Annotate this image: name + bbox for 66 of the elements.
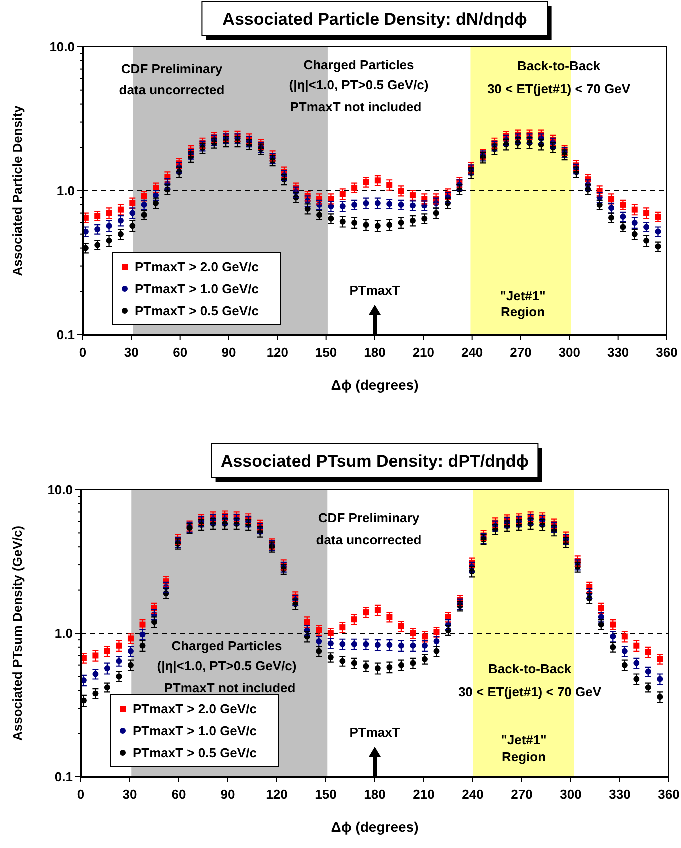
x-tick-label: 300: [558, 345, 581, 360]
annotation: data uncorrected: [119, 82, 225, 98]
legend-label: PTmaxT > 1.0 GeV/c: [133, 724, 257, 739]
x-tick-label: 180: [364, 345, 386, 360]
annotation: Charged Particles: [304, 58, 414, 73]
y-tick-label: 1.0: [56, 184, 75, 199]
x-tick-label: 150: [315, 345, 338, 360]
annotation: CDF Preliminary: [318, 510, 420, 526]
y-axis-title: Associated Particle Density: [10, 104, 25, 276]
annotation: Back-to-Back: [517, 58, 602, 74]
y-tick-label: 10.0: [48, 482, 73, 498]
y-tick-label: 0.1: [56, 328, 75, 343]
x-tick-label: 60: [173, 345, 188, 360]
legend-label: PTmaxT > 0.5 GeV/c: [135, 304, 259, 319]
point: [409, 200, 417, 212]
annotation: 30 < ET(jet#1) < 70 GeV: [487, 82, 631, 97]
x-tick-label: 150: [315, 787, 337, 802]
x-tick-label: 0: [77, 787, 85, 802]
x-tick-label: 240: [461, 345, 484, 360]
legend-label: PTmaxT > 1.0 GeV/c: [135, 282, 259, 297]
x-tick-label: 360: [656, 345, 678, 360]
x-tick-label: 180: [364, 787, 386, 802]
annotation: Back-to-Back: [488, 662, 572, 677]
x-tick-label: 270: [510, 345, 532, 360]
annotation: PTmaxT not included: [164, 680, 296, 696]
point: [608, 212, 616, 224]
x-tick-label: 360: [658, 787, 680, 802]
annotation: data uncorrected: [316, 532, 422, 548]
annotation: PTmaxT not included: [290, 100, 422, 115]
legend-label: PTmaxT > 2.0 GeV/c: [135, 260, 259, 275]
legend-label: PTmaxT > 0.5 GeV/c: [133, 746, 257, 761]
annotation: (|η|<1.0, PT>0.5 GeV/c): [289, 78, 429, 93]
ref-line-label: PTmaxT: [350, 725, 400, 740]
x-tick-label: 90: [220, 787, 236, 802]
annotation: 30 < ET(jet#1) < 70 GeV: [458, 684, 602, 700]
annotation: Charged Particles: [172, 638, 282, 654]
x-tick-label: 60: [172, 787, 186, 802]
x-tick-label: 210: [412, 345, 435, 360]
x-tick-label: 270: [511, 787, 533, 802]
ref-line-label: PTmaxT: [350, 283, 400, 298]
y-axis-title: Associated PTsum Density (GeV/c): [10, 526, 25, 742]
y-tick-label: 0.1: [54, 770, 73, 785]
annotation: Region: [502, 750, 546, 765]
annotation: (|η|<1.0, PT>0.5 GeV/c): [157, 658, 297, 674]
y-tick-label: 1.0: [54, 626, 73, 642]
x-tick-label: 120: [266, 345, 289, 360]
x-axis-title: Δϕ (degrees): [331, 377, 419, 393]
annotation: Region: [500, 304, 546, 320]
x-tick-label: 30: [124, 345, 139, 360]
x-tick-label: 120: [266, 787, 288, 802]
x-tick-label: 90: [222, 345, 236, 360]
x-tick-label: 330: [609, 787, 631, 802]
chart-title: Associated Particle Density: dN/dηdϕ: [222, 10, 528, 29]
y-tick-label: 10.0: [50, 40, 75, 55]
legend-label: PTmaxT > 2.0 GeV/c: [133, 702, 257, 717]
x-tick-label: 30: [122, 787, 138, 802]
annotation: CDF Preliminary: [121, 62, 224, 77]
x-axis-title: Δϕ (degrees): [331, 819, 419, 835]
annotation: "Jet#1": [501, 732, 547, 748]
x-tick-label: 210: [413, 787, 435, 802]
x-tick-label: 300: [560, 787, 582, 802]
annotation: "Jet#1": [500, 288, 546, 304]
x-tick-label: 240: [462, 787, 484, 802]
chart-title: Associated PTsum Density: dPT/dηdϕ: [220, 452, 530, 471]
x-tick-label: 330: [607, 345, 630, 360]
x-tick-label: 0: [79, 345, 87, 360]
